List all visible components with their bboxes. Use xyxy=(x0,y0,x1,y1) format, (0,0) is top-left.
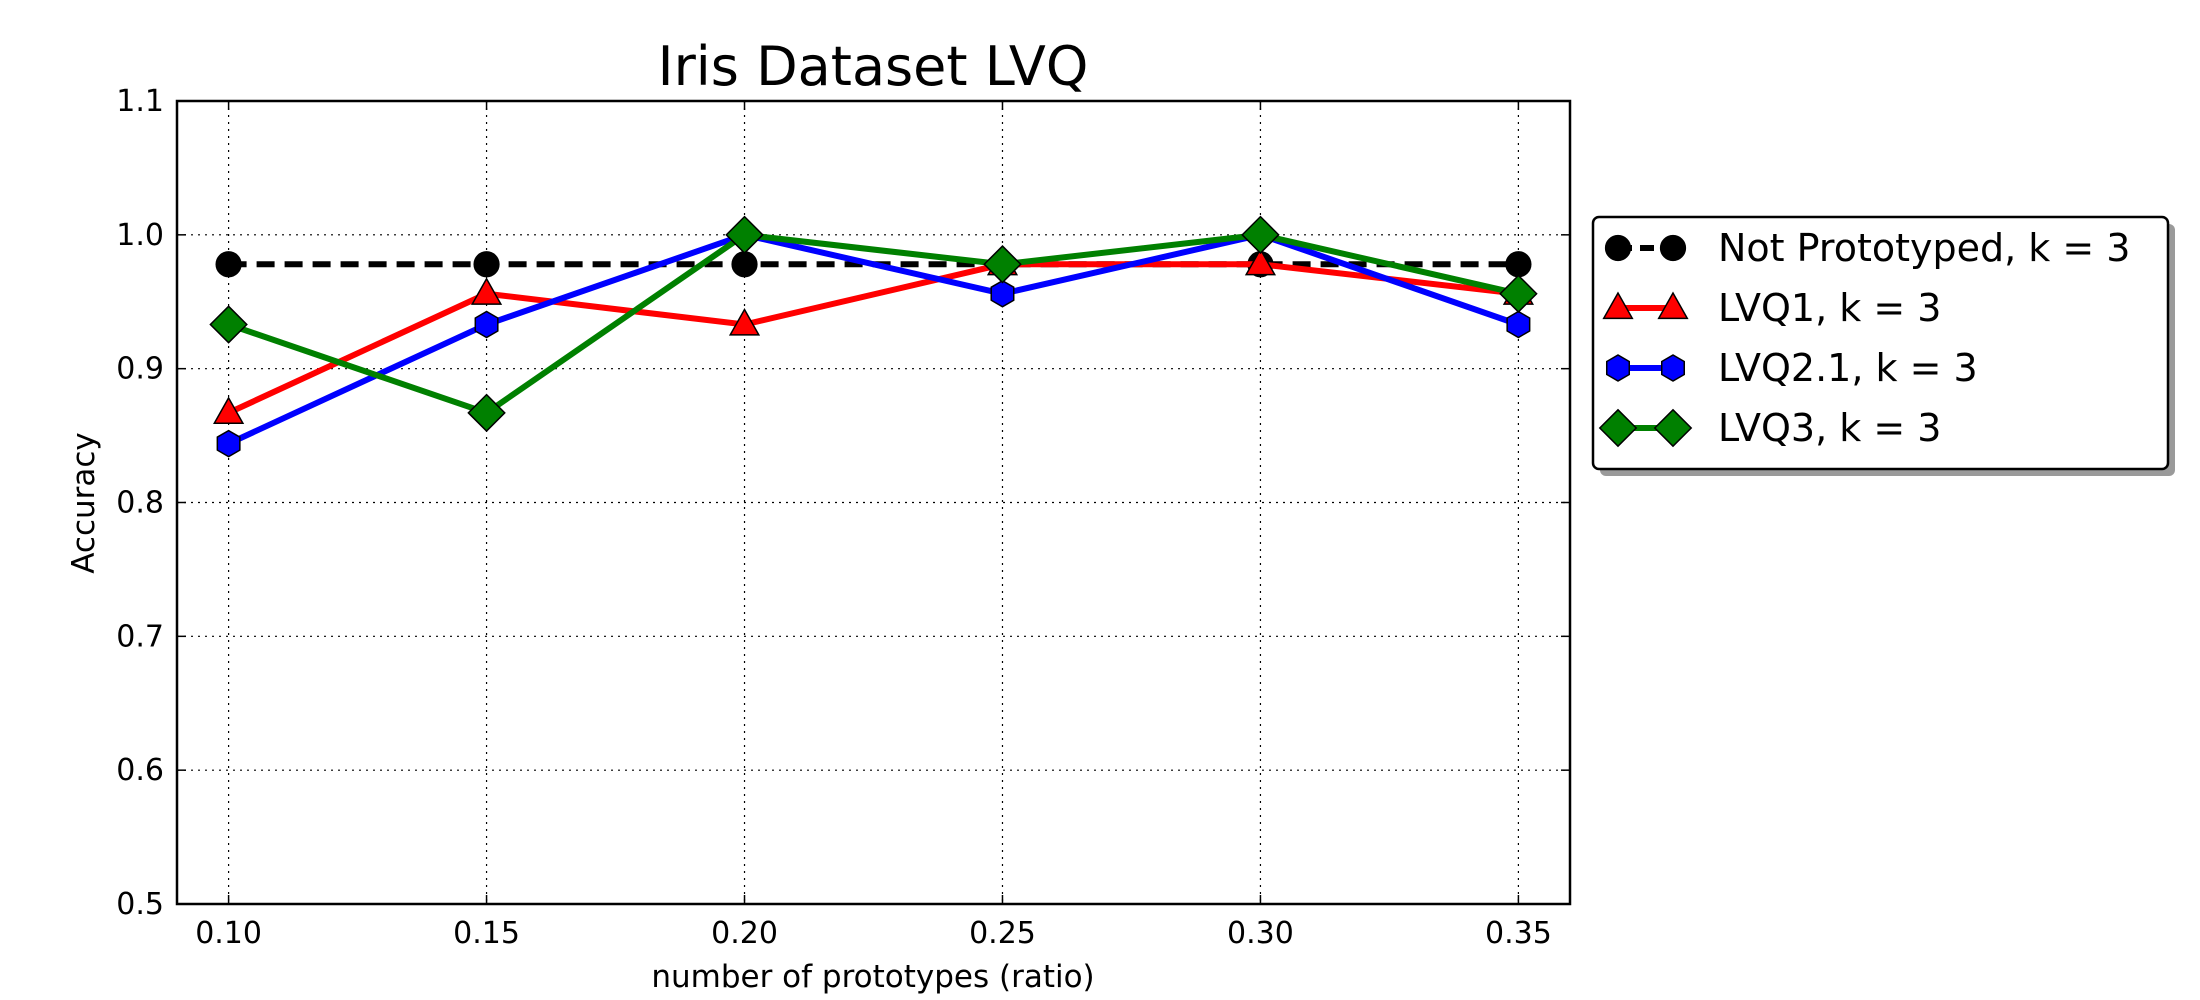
plot-frame xyxy=(175,99,1572,906)
data-point xyxy=(467,393,506,433)
legend-marker-circle xyxy=(1604,234,1632,262)
data-point xyxy=(216,429,241,458)
y-tick-label: 0.8 xyxy=(116,486,164,521)
legend-label: LVQ3, k = 3 xyxy=(1718,406,1941,450)
data-point xyxy=(1505,251,1532,278)
legend-entry: LVQ3, k = 3 xyxy=(1598,406,1941,450)
legend-marker-hexagon xyxy=(1660,354,1686,382)
data-point xyxy=(209,305,248,344)
data-point xyxy=(1499,274,1538,313)
chart-title: Iris Dataset LVQ xyxy=(658,35,1089,98)
series-line xyxy=(227,261,1519,416)
legend-label: LVQ1, k = 3 xyxy=(1718,286,1941,330)
legend-label: Not Prototyped, k = 3 xyxy=(1718,226,2130,270)
data-point xyxy=(215,251,242,278)
series-line xyxy=(227,231,1520,417)
legend-marker-triangle xyxy=(1657,291,1689,320)
series-area xyxy=(209,215,1538,458)
y-tick-label: 1.0 xyxy=(116,218,164,253)
legend-entry: LVQ2.1, k = 3 xyxy=(1605,346,1978,390)
grid xyxy=(177,101,1570,904)
series-4 xyxy=(209,215,1538,433)
y-tick-label: 0.9 xyxy=(116,352,164,387)
legend-label: LVQ2.1, k = 3 xyxy=(1718,346,1978,390)
x-tick-label: 0.25 xyxy=(969,916,1036,951)
data-point xyxy=(213,396,245,424)
y-axis-label: Accuracy xyxy=(66,432,102,574)
data-point xyxy=(1244,247,1277,276)
series-line xyxy=(227,231,1520,447)
legend: Not Prototyped, k = 3 LVQ1, k = 3 LVQ2.1, … xyxy=(1591,215,2175,476)
series-2 xyxy=(213,247,1534,424)
y-tick-label: 0.7 xyxy=(116,619,164,654)
legend-entry: Not Prototyped, k = 3 xyxy=(1604,226,2130,270)
data-point xyxy=(474,310,499,339)
legend-marker-hexagon xyxy=(1605,354,1631,382)
x-tick-label: 0.20 xyxy=(711,916,778,951)
data-point xyxy=(470,277,503,305)
y-tick-label: 1.1 xyxy=(116,84,164,119)
x-tick-label: 0.10 xyxy=(195,916,262,951)
x-tick-label: 0.35 xyxy=(1485,916,1552,951)
data-point xyxy=(983,245,1022,284)
y-tick-label: 0.6 xyxy=(116,753,164,788)
legend-marker-diamond xyxy=(1653,408,1693,448)
data-point xyxy=(725,215,764,255)
data-point xyxy=(1506,310,1531,339)
data-point xyxy=(731,251,758,278)
x-tick-label: 0.30 xyxy=(1227,916,1294,951)
data-point xyxy=(1241,215,1280,255)
data-point xyxy=(473,251,500,278)
data-point xyxy=(728,308,761,336)
legend-marker-diamond xyxy=(1598,408,1638,448)
legend-marker-circle xyxy=(1659,234,1687,262)
legend-entry: LVQ1, k = 3 xyxy=(1602,286,1941,330)
series-3 xyxy=(216,220,1531,458)
data-point xyxy=(990,279,1015,308)
axis-ticks: 0.10 0.15 0.20 0.25 0.30 0.35 0.5 0.6 0.7 0.8 0.9 1… xyxy=(116,84,1570,951)
x-axis-label: number of prototypes (ratio) xyxy=(651,959,1094,995)
y-tick-label: 0.5 xyxy=(116,887,164,922)
legend-box xyxy=(1591,215,2170,471)
x-tick-label: 0.15 xyxy=(453,916,520,951)
legend-marker-triangle xyxy=(1602,291,1634,320)
